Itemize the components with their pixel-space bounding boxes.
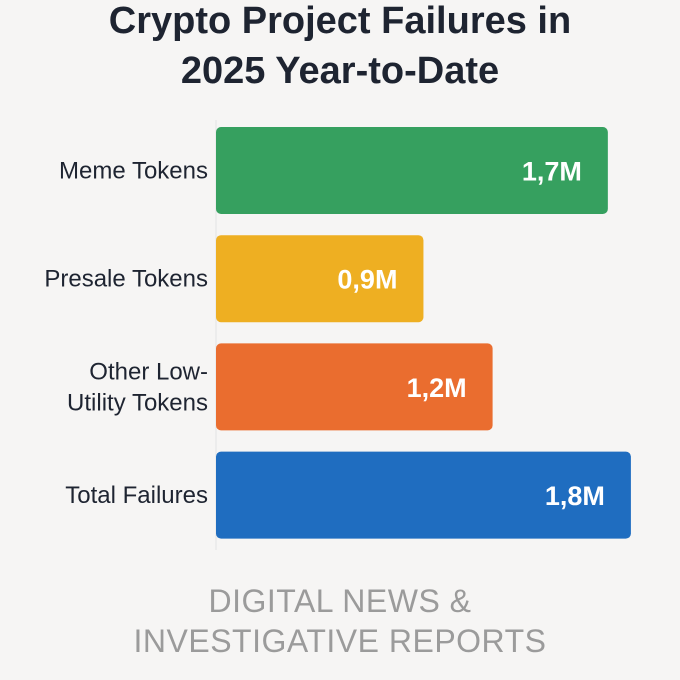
category-label-2-line-0: Other Low- xyxy=(89,358,208,385)
bar-value-label-2: 1,2M xyxy=(407,373,467,403)
category-label-3: Total Failures xyxy=(65,482,208,509)
bar-value-label-3: 1,8M xyxy=(545,481,605,511)
bar-chart: 1,7M Meme Tokens 0,9M Presale Tokens 1,2M Oth… xyxy=(44,120,631,550)
bar-1 xyxy=(216,235,424,323)
footer-line-1: DIGITAL NEWS & xyxy=(208,583,472,619)
bar-value-label-1: 0,9M xyxy=(337,265,397,295)
chart-title-line-1: Crypto Project Failures in xyxy=(108,0,572,42)
chart-title-line-2: 2025 Year-to-Date xyxy=(180,50,500,92)
footer-line-2: INVESTIGATIVE REPORTS xyxy=(133,623,547,659)
category-label-1: Presale Tokens xyxy=(44,266,208,293)
category-label-2-line-1: Utility Tokens xyxy=(67,389,208,416)
bar-3 xyxy=(216,451,631,539)
category-label-0: Meme Tokens xyxy=(59,158,208,185)
bar-2 xyxy=(216,343,493,431)
bar-value-label-0: 1,7M xyxy=(522,157,582,187)
bar-0 xyxy=(216,127,608,214)
